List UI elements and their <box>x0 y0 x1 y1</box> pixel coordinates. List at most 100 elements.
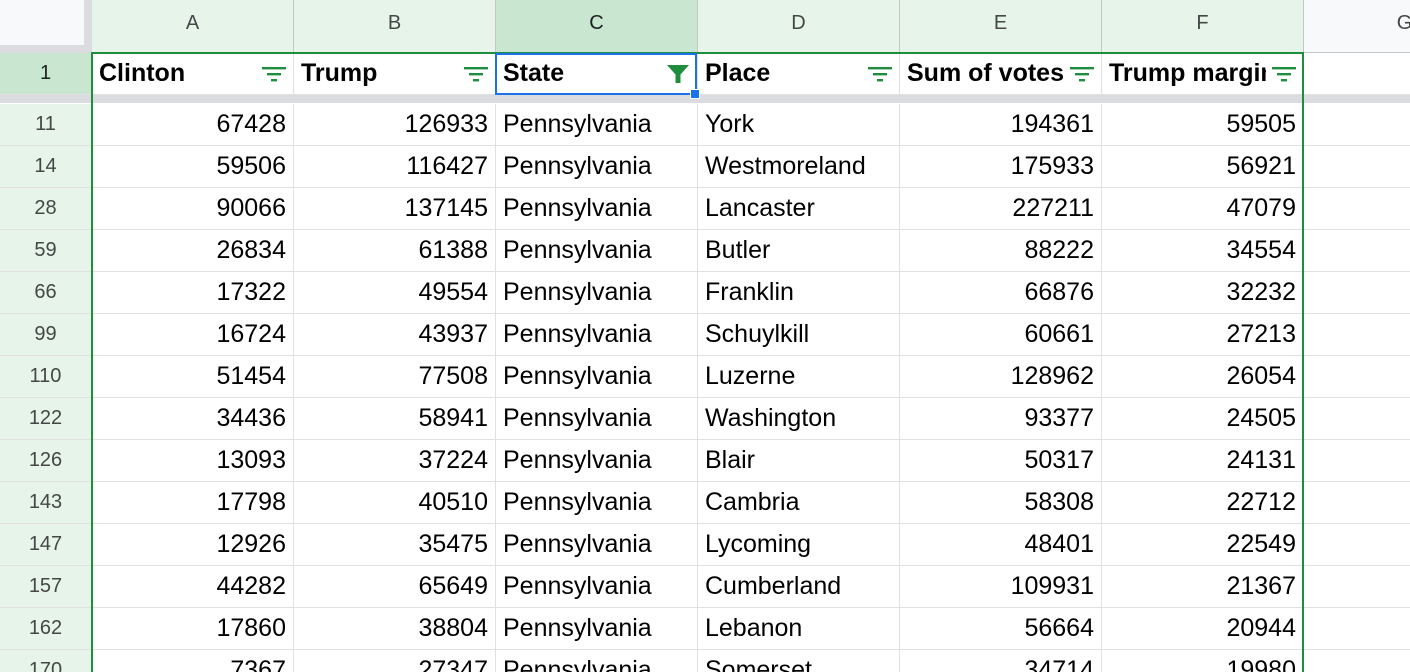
frozen-row-divider[interactable] <box>0 95 1410 103</box>
row-header[interactable]: 59 <box>0 230 92 272</box>
cell-trump[interactable]: 65649 <box>294 566 496 608</box>
cell-place[interactable]: Lebanon <box>698 608 900 650</box>
cell-trump[interactable]: 49554 <box>294 272 496 314</box>
cell-g-empty[interactable] <box>1304 440 1410 482</box>
cell-place[interactable]: Blair <box>698 440 900 482</box>
cell-trump[interactable]: 58941 <box>294 398 496 440</box>
cell-place[interactable]: Franklin <box>698 272 900 314</box>
cell-sum-of-votes[interactable]: 88222 <box>900 230 1102 272</box>
header-cell-clinton[interactable]: Clinton <box>92 53 294 95</box>
cell-trump-margin[interactable]: 24505 <box>1102 398 1304 440</box>
cell-trump-margin[interactable]: 56921 <box>1102 146 1304 188</box>
cell-state[interactable]: Pennsylvania <box>496 230 698 272</box>
filter-lines-icon[interactable] <box>1270 64 1296 84</box>
cell-place[interactable]: Cambria <box>698 482 900 524</box>
cell-clinton[interactable]: 34436 <box>92 398 294 440</box>
cell-trump-margin[interactable]: 22712 <box>1102 482 1304 524</box>
cell-trump[interactable]: 137145 <box>294 188 496 230</box>
cell-trump-margin[interactable]: 27213 <box>1102 314 1304 356</box>
cell-trump[interactable]: 40510 <box>294 482 496 524</box>
cell-sum-of-votes[interactable]: 227211 <box>900 188 1102 230</box>
cell-place[interactable]: Somerset <box>698 650 900 672</box>
filter-funnel-active-icon[interactable] <box>664 64 690 84</box>
filter-lines-icon[interactable] <box>260 64 286 84</box>
freeze-row-handle[interactable] <box>0 45 92 53</box>
cell-trump-margin[interactable]: 26054 <box>1102 356 1304 398</box>
cell-trump[interactable]: 77508 <box>294 356 496 398</box>
cell-state[interactable]: Pennsylvania <box>496 608 698 650</box>
cell-state[interactable]: Pennsylvania <box>496 398 698 440</box>
cell-g-empty[interactable] <box>1304 104 1410 146</box>
cell-trump[interactable]: 116427 <box>294 146 496 188</box>
cell-clinton[interactable]: 67428 <box>92 104 294 146</box>
cell-g-empty[interactable] <box>1304 650 1410 672</box>
cell-place[interactable]: Luzerne <box>698 356 900 398</box>
row-header[interactable]: 126 <box>0 440 92 482</box>
column-header-e[interactable]: E <box>900 0 1102 53</box>
cell-sum-of-votes[interactable]: 50317 <box>900 440 1102 482</box>
cell-sum-of-votes[interactable]: 66876 <box>900 272 1102 314</box>
cell-place[interactable]: Lancaster <box>698 188 900 230</box>
cell-state[interactable]: Pennsylvania <box>496 482 698 524</box>
cell-g-empty[interactable] <box>1304 482 1410 524</box>
row-header[interactable]: 99 <box>0 314 92 356</box>
cell-trump-margin[interactable]: 24131 <box>1102 440 1304 482</box>
cell-clinton[interactable]: 59506 <box>92 146 294 188</box>
cell-trump-margin[interactable]: 32232 <box>1102 272 1304 314</box>
fill-handle[interactable] <box>690 89 700 99</box>
cell-sum-of-votes[interactable]: 175933 <box>900 146 1102 188</box>
column-header-g[interactable]: G <box>1304 0 1410 53</box>
cell-place[interactable]: Cumberland <box>698 566 900 608</box>
row-header-1[interactable]: 1 <box>0 53 92 95</box>
cell-sum-of-votes[interactable]: 60661 <box>900 314 1102 356</box>
cell-clinton[interactable]: 17322 <box>92 272 294 314</box>
cell-sum-of-votes[interactable]: 48401 <box>900 524 1102 566</box>
cell-trump[interactable]: 27347 <box>294 650 496 672</box>
cell-clinton[interactable]: 44282 <box>92 566 294 608</box>
filter-lines-icon[interactable] <box>462 64 488 84</box>
cell-place[interactable]: Lycoming <box>698 524 900 566</box>
cell-g-empty[interactable] <box>1304 146 1410 188</box>
cell-clinton[interactable]: 7367 <box>92 650 294 672</box>
cell-trump[interactable]: 61388 <box>294 230 496 272</box>
cell-place[interactable]: Westmoreland <box>698 146 900 188</box>
cell-state[interactable]: Pennsylvania <box>496 104 698 146</box>
select-all-corner[interactable] <box>0 0 92 53</box>
cell-clinton[interactable]: 51454 <box>92 356 294 398</box>
row-header[interactable]: 122 <box>0 398 92 440</box>
cell-g-empty[interactable] <box>1304 398 1410 440</box>
header-cell-trump[interactable]: Trump <box>294 53 496 95</box>
row-header[interactable]: 14 <box>0 146 92 188</box>
row-header[interactable]: 110 <box>0 356 92 398</box>
row-header[interactable]: 147 <box>0 524 92 566</box>
freeze-column-handle[interactable] <box>84 0 92 53</box>
row-header[interactable]: 170 <box>0 650 92 672</box>
cell-place[interactable]: Butler <box>698 230 900 272</box>
cell-g-empty[interactable] <box>1304 608 1410 650</box>
header-cell-g-empty[interactable] <box>1304 53 1410 95</box>
column-header-c[interactable]: C <box>496 0 698 53</box>
cell-place[interactable]: York <box>698 104 900 146</box>
column-header-d[interactable]: D <box>698 0 900 53</box>
header-cell-trump-margin[interactable]: Trump margin <box>1102 53 1304 95</box>
column-header-f[interactable]: F <box>1102 0 1304 53</box>
filter-lines-icon[interactable] <box>866 64 892 84</box>
header-cell-place[interactable]: Place <box>698 53 900 95</box>
cell-clinton[interactable]: 90066 <box>92 188 294 230</box>
cell-g-empty[interactable] <box>1304 356 1410 398</box>
header-cell-sum-of-votes[interactable]: Sum of votes <box>900 53 1102 95</box>
cell-state[interactable]: Pennsylvania <box>496 440 698 482</box>
row-header[interactable]: 143 <box>0 482 92 524</box>
cell-trump[interactable]: 35475 <box>294 524 496 566</box>
cell-trump-margin[interactable]: 47079 <box>1102 188 1304 230</box>
cell-g-empty[interactable] <box>1304 314 1410 356</box>
cell-state[interactable]: Pennsylvania <box>496 146 698 188</box>
cell-state[interactable]: Pennsylvania <box>496 188 698 230</box>
filter-lines-icon[interactable] <box>1068 64 1094 84</box>
cell-g-empty[interactable] <box>1304 524 1410 566</box>
cell-trump[interactable]: 126933 <box>294 104 496 146</box>
cell-trump-margin[interactable]: 20944 <box>1102 608 1304 650</box>
cell-trump-margin[interactable]: 59505 <box>1102 104 1304 146</box>
cell-place[interactable]: Schuylkill <box>698 314 900 356</box>
cell-place[interactable]: Washington <box>698 398 900 440</box>
